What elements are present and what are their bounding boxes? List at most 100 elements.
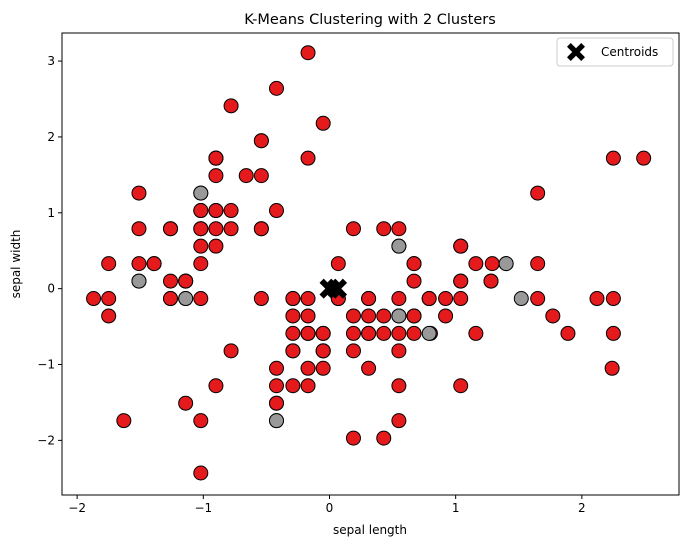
centroid-marker (327, 278, 348, 299)
data-point-cluster-0 (208, 150, 224, 166)
y-axis-label: sepal width (9, 230, 23, 299)
data-point-cluster-0 (253, 291, 269, 307)
legend-label-centroids: Centroids (601, 45, 658, 59)
data-point-cluster-0 (300, 325, 316, 341)
data-point-cluster-0 (253, 133, 269, 149)
data-point-cluster-0 (391, 221, 407, 237)
data-point-cluster-0 (178, 273, 194, 289)
data-point-cluster-0 (101, 291, 117, 307)
data-point-cluster-0 (361, 360, 377, 376)
y-tick-label: 3 (47, 54, 55, 68)
centroid-layer (319, 278, 348, 299)
data-point-cluster-0 (193, 238, 209, 254)
data-point-cluster-0 (208, 203, 224, 219)
data-point-cluster-0 (391, 291, 407, 307)
data-point-cluster-0 (208, 221, 224, 237)
data-point-cluster-0 (361, 325, 377, 341)
data-point-cluster-0 (193, 221, 209, 237)
y-tick-label: −1 (37, 358, 55, 372)
data-point-cluster-1 (421, 325, 437, 341)
data-point-cluster-0 (406, 308, 422, 324)
data-point-cluster-0 (285, 308, 301, 324)
data-point-cluster-0 (345, 308, 361, 324)
data-point-cluster-0 (163, 291, 179, 307)
data-point-cluster-0 (116, 413, 132, 429)
data-point-cluster-0 (453, 378, 469, 394)
points-layer (86, 45, 652, 481)
data-point-cluster-0 (193, 203, 209, 219)
data-point-cluster-0 (391, 378, 407, 394)
data-point-cluster-0 (163, 273, 179, 289)
data-point-cluster-0 (345, 221, 361, 237)
data-point-cluster-0 (300, 150, 316, 166)
data-point-cluster-0 (315, 360, 331, 376)
data-point-cluster-0 (223, 221, 239, 237)
data-point-cluster-0 (560, 325, 576, 341)
data-point-cluster-0 (406, 256, 422, 272)
data-point-cluster-0 (86, 291, 102, 307)
data-point-cluster-0 (406, 325, 422, 341)
x-tick-label: 0 (326, 501, 334, 515)
data-point-cluster-0 (604, 360, 620, 376)
x-tick-label: 2 (578, 501, 586, 515)
y-tick-label: 2 (47, 130, 55, 144)
data-point-cluster-0 (101, 256, 117, 272)
data-point-cluster-0 (605, 325, 621, 341)
data-point-cluster-0 (361, 291, 377, 307)
data-point-cluster-0 (300, 378, 316, 394)
data-point-cluster-0 (315, 115, 331, 131)
data-point-cluster-0 (208, 378, 224, 394)
x-tick-label: 1 (452, 501, 460, 515)
data-point-cluster-0 (345, 343, 361, 359)
data-point-cluster-0 (421, 291, 437, 307)
data-point-cluster-1 (131, 273, 147, 289)
data-point-cluster-0 (406, 273, 422, 289)
data-point-cluster-0 (223, 203, 239, 219)
data-point-cluster-0 (391, 413, 407, 429)
data-point-cluster-0 (589, 291, 605, 307)
legend-box (556, 37, 674, 67)
y-tick-label: −2 (37, 433, 55, 447)
legend-centroid-marker (567, 43, 585, 61)
data-point-cluster-0 (131, 256, 147, 272)
data-point-cluster-1 (193, 185, 209, 201)
data-point-cluster-0 (468, 325, 484, 341)
data-point-cluster-0 (438, 308, 454, 324)
data-point-cluster-0 (636, 150, 652, 166)
x-tick-label: −1 (194, 501, 212, 515)
data-point-cluster-0 (300, 291, 316, 307)
data-point-cluster-0 (238, 168, 254, 184)
data-point-cluster-0 (530, 185, 546, 201)
data-point-cluster-1 (391, 308, 407, 324)
data-point-cluster-0 (178, 395, 194, 411)
y-tick-label: 1 (47, 206, 55, 220)
data-point-cluster-0 (268, 203, 284, 219)
data-point-cluster-0 (605, 150, 621, 166)
data-point-cluster-0 (453, 238, 469, 254)
data-point-cluster-0 (315, 325, 331, 341)
y-axis-ticks: −2 −1 0 1 2 3 (37, 54, 62, 447)
data-point-cluster-0 (391, 343, 407, 359)
data-point-cluster-0 (193, 413, 209, 429)
data-point-cluster-0 (131, 185, 147, 201)
data-point-cluster-0 (300, 360, 316, 376)
data-point-cluster-1 (391, 238, 407, 254)
data-point-cluster-0 (376, 325, 392, 341)
data-point-cluster-0 (193, 465, 209, 481)
data-point-cluster-0 (530, 291, 546, 307)
data-point-cluster-1 (498, 256, 514, 272)
data-point-cluster-0 (285, 343, 301, 359)
legend: Centroids (556, 37, 674, 67)
data-point-cluster-0 (253, 168, 269, 184)
data-point-cluster-0 (268, 80, 284, 96)
data-point-cluster-0 (268, 395, 284, 411)
x-axis-ticks: −2 −1 0 1 2 (68, 495, 586, 515)
data-point-cluster-0 (208, 168, 224, 184)
data-point-cluster-0 (101, 308, 117, 324)
legend-x-icon (567, 43, 585, 61)
data-point-cluster-0 (376, 221, 392, 237)
data-point-cluster-0 (453, 291, 469, 307)
x-tick-label: −2 (68, 501, 86, 515)
chart-title: K-Means Clustering with 2 Clusters (244, 12, 496, 28)
data-point-cluster-0 (545, 308, 561, 324)
